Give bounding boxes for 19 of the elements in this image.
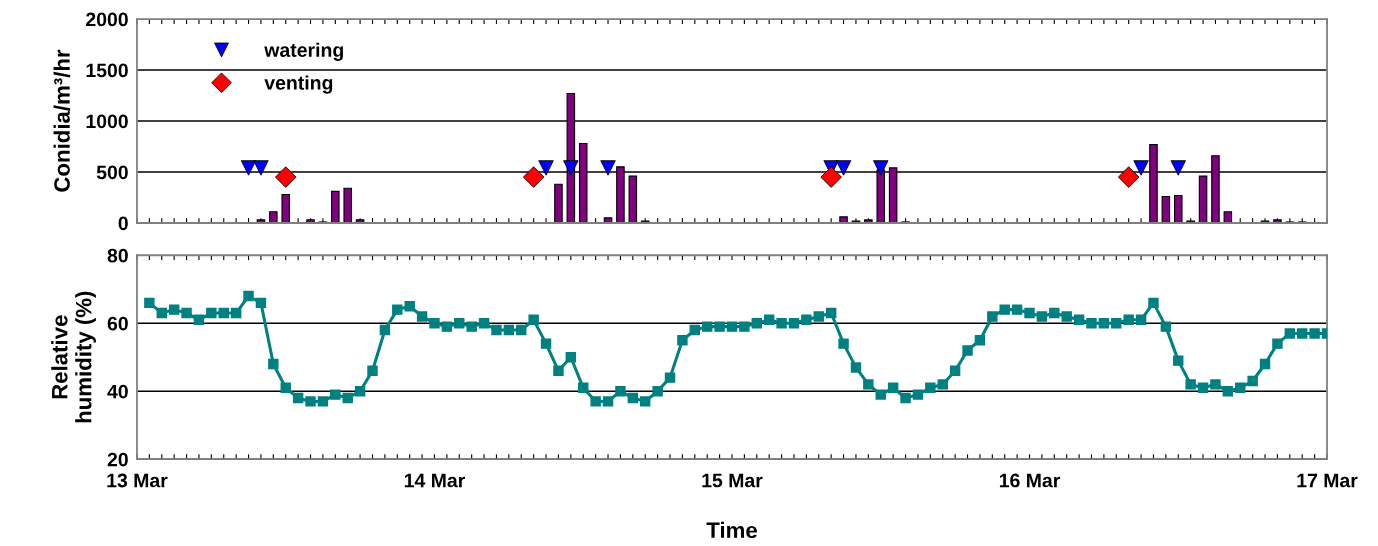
y-axis-title: Relative humidity (%) <box>51 291 96 423</box>
legend-label: watering <box>264 42 343 61</box>
x-tick-label: 17 Mar <box>1297 473 1358 488</box>
y-tick-label: 80 <box>107 248 128 263</box>
x-axis-title: Time <box>706 521 757 539</box>
y-tick-label: 0 <box>118 216 128 231</box>
x-tick-label: 15 Mar <box>702 473 763 488</box>
y-tick-label: 40 <box>107 384 128 399</box>
y-tick-label: 60 <box>107 316 128 331</box>
y-tick-label: 20 <box>107 452 128 467</box>
legend-label: venting <box>264 75 333 94</box>
y-tick-label: 1000 <box>86 114 128 129</box>
x-tick-label: 14 Mar <box>404 473 465 488</box>
x-tick-label: 16 Mar <box>999 473 1061 488</box>
y-axis-title: Conidia/m³/hr <box>53 49 71 192</box>
y-tick-label: 2000 <box>86 12 128 27</box>
x-tick-label: 13 Mar <box>107 473 168 488</box>
y-tick-label: 1500 <box>86 63 128 78</box>
y-tick-label: 500 <box>96 165 128 180</box>
